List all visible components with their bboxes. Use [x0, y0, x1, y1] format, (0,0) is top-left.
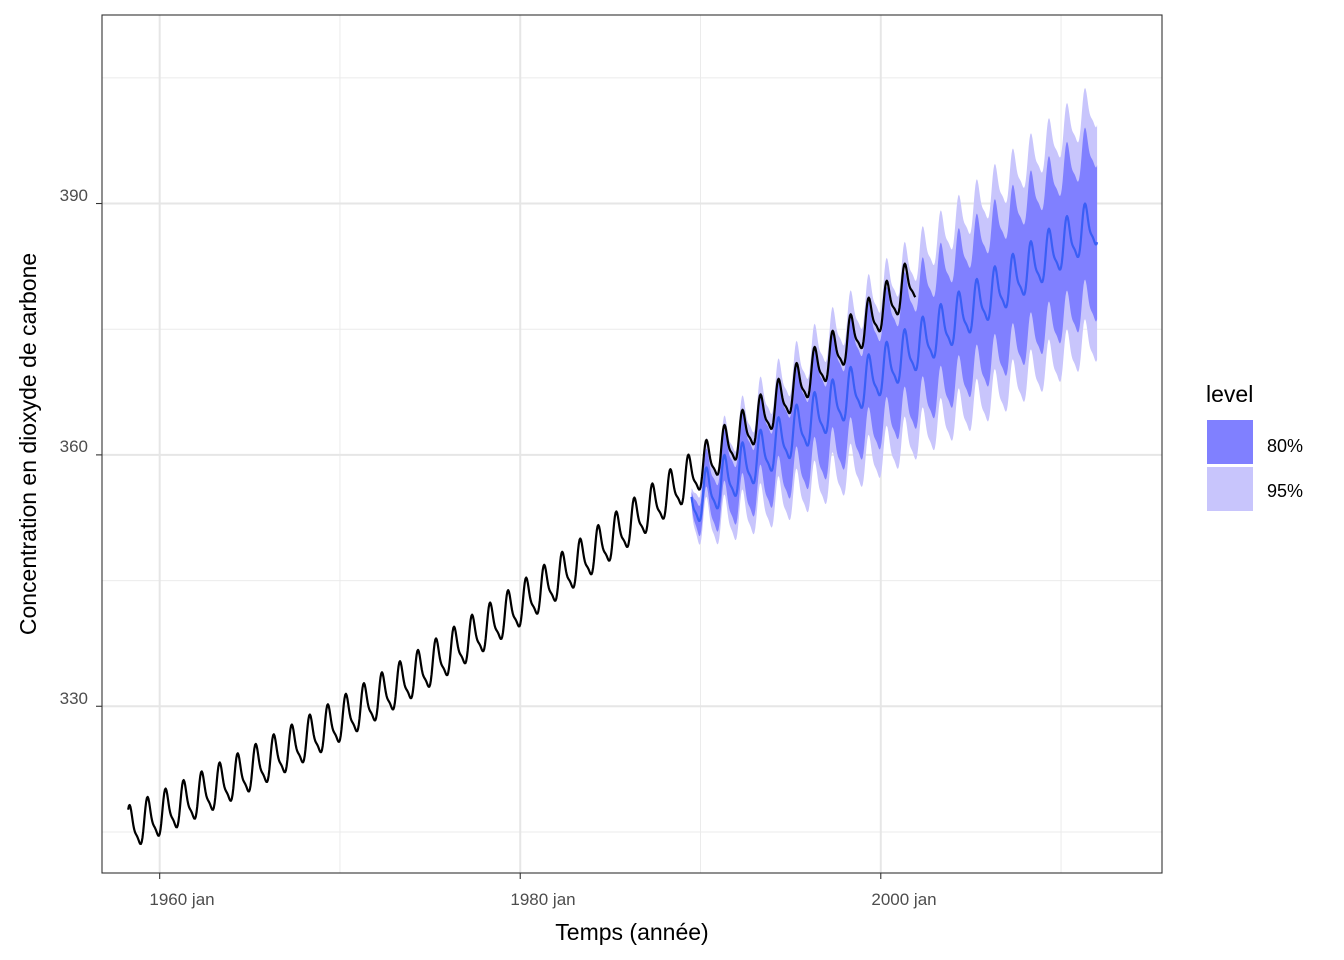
y-tick-label: 360	[60, 437, 88, 456]
x-axis: 1960 jan 1980 jan 2000 jan Temps (année)	[149, 873, 937, 945]
legend-label-80: 80%	[1267, 436, 1303, 456]
legend-title: level	[1206, 381, 1253, 407]
x-axis-title: Temps (année)	[555, 919, 708, 945]
observed-line	[127, 262, 917, 846]
forecast-mean-line	[690, 202, 1099, 522]
y-axis-title: Concentration en dioxyde de carbone	[15, 253, 41, 635]
x-tick-label: 1960 jan	[149, 890, 214, 909]
y-tick-label: 330	[60, 689, 88, 708]
x-tick-label: 1980 jan	[510, 890, 575, 909]
legend: level 80% 95%	[1206, 381, 1303, 511]
y-axis-ticks	[96, 202, 102, 707]
forecast-line	[690, 202, 1099, 522]
panel-border	[101, 14, 1163, 874]
y-tick-label: 390	[60, 186, 88, 205]
x-tick-label: 2000 jan	[871, 890, 936, 909]
y-axis: 330 360 390 Concentration en dioxyde de …	[15, 186, 102, 708]
legend-key-80	[1207, 420, 1253, 464]
legend-key-95	[1207, 467, 1253, 511]
panel-background	[102, 15, 1162, 873]
observed-series-line	[127, 262, 917, 846]
plot-panel	[101, 14, 1163, 874]
x-axis-ticks	[159, 873, 882, 879]
legend-label-95: 95%	[1267, 481, 1303, 501]
